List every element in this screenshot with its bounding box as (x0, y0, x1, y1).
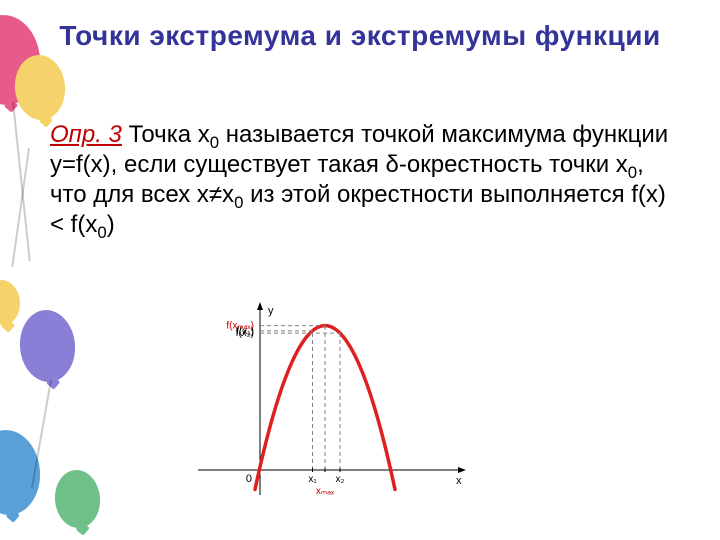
svg-text:x: x (456, 475, 462, 487)
slide: Точки экстремума и экстремумы функции Оп… (0, 0, 720, 540)
sub-0: 0 (234, 193, 243, 212)
balloon-decor (0, 427, 44, 517)
slide-title: Точки экстремума и экстремумы функции (0, 20, 720, 52)
balloon-decor (53, 468, 103, 530)
balloon-decor (17, 308, 78, 385)
definition-body: Опр. 3 Точка х0 называется точкой максим… (50, 120, 670, 240)
definition-text-5: ) (107, 211, 115, 238)
sub-0: 0 (210, 133, 219, 152)
sub-0: 0 (97, 223, 106, 242)
definition-label: Опр. 3 (50, 121, 122, 148)
svg-text:x₂: x₂ (336, 474, 345, 485)
maximum-chart: f(xₘₐₓ)f(x₁)f(x₂)x₁x₂xₘₐₓyx0 (190, 300, 470, 500)
title-text: Точки экстремума и экстремумы функции (59, 20, 660, 51)
svg-text:f(x₂): f(x₂) (236, 328, 254, 339)
svg-text:xₘₐₓ: xₘₐₓ (316, 486, 335, 497)
svg-text:x₁: x₁ (308, 474, 317, 485)
sub-0: 0 (628, 163, 637, 182)
balloon-decor (0, 279, 22, 327)
svg-text:0: 0 (246, 473, 252, 485)
balloon-string (31, 380, 52, 489)
svg-text:y: y (268, 305, 274, 317)
definition-text-1: Точка х (129, 121, 210, 148)
